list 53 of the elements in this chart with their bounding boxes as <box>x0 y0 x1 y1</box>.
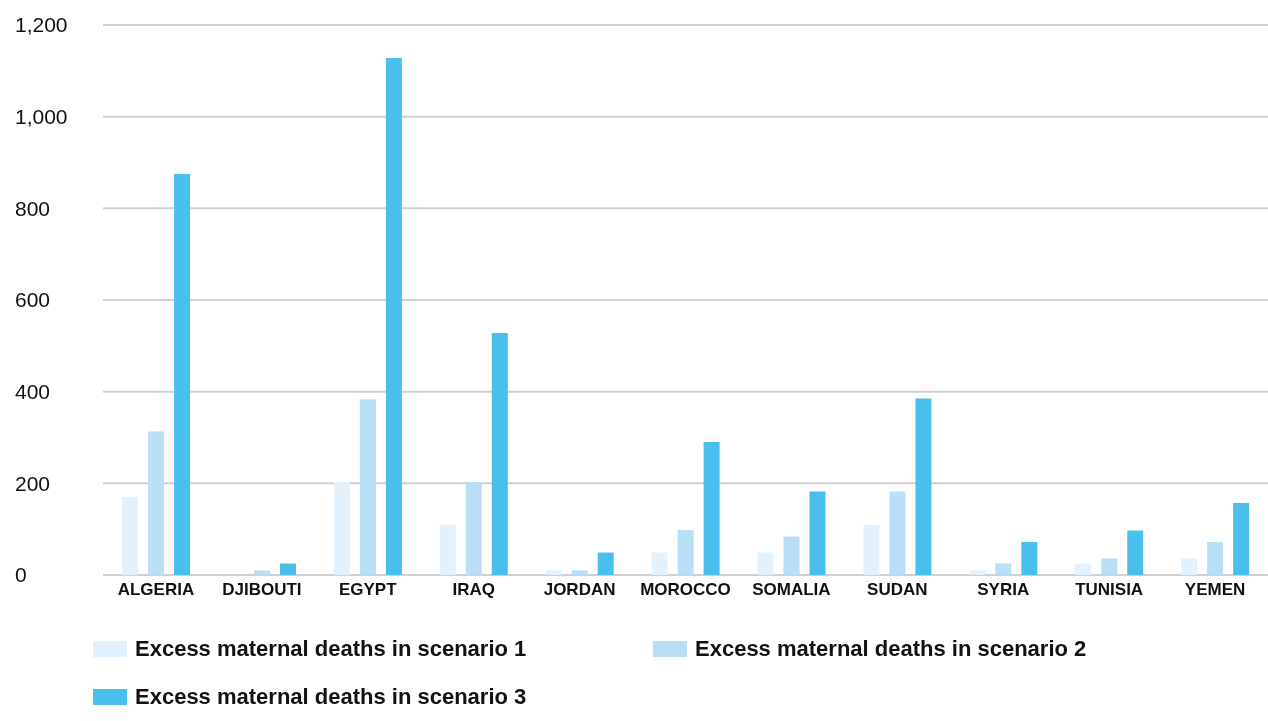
bar <box>174 173 191 575</box>
bar <box>279 563 296 575</box>
bar <box>915 398 932 575</box>
x-tick-label: ALGERIA <box>117 580 195 600</box>
y-tick-label: 800 <box>15 196 51 220</box>
bar <box>809 491 826 575</box>
bar <box>1021 542 1038 575</box>
legend-label: Excess maternal deaths in scenario 1 <box>135 636 527 662</box>
x-tick-label: MOROCCO <box>640 580 731 600</box>
bar <box>995 563 1012 575</box>
bar <box>1233 503 1250 575</box>
y-tick-label: 200 <box>15 471 51 495</box>
bar <box>1207 542 1224 575</box>
bar <box>385 58 402 575</box>
x-tick-label: YEMEN <box>1184 580 1246 600</box>
bar <box>757 552 774 575</box>
bar <box>783 536 800 575</box>
y-tick-label: 400 <box>15 380 51 404</box>
bar <box>333 481 350 575</box>
y-tick-label: 1,000 <box>15 105 68 129</box>
bar <box>597 552 614 575</box>
bar <box>969 570 986 575</box>
bar <box>545 570 562 575</box>
bar <box>651 552 668 575</box>
bar <box>703 442 720 575</box>
y-tick-label: 1,200 <box>15 13 68 37</box>
bar <box>1101 558 1118 575</box>
bar <box>863 525 880 575</box>
bar <box>1075 563 1092 575</box>
x-tick-label: IRAQ <box>452 580 495 600</box>
bar <box>359 399 376 575</box>
bar <box>1181 558 1198 575</box>
bar <box>439 524 456 575</box>
legend-label: Excess maternal deaths in scenario 2 <box>695 636 1087 662</box>
bar <box>491 333 508 575</box>
x-tick-label: JORDAN <box>543 580 616 600</box>
bar <box>148 431 165 575</box>
x-tick-label: SYRIA <box>977 580 1030 600</box>
x-tick-label: SUDAN <box>867 580 928 600</box>
bar <box>253 570 270 575</box>
bar <box>1127 530 1144 575</box>
y-tick-label: 600 <box>15 288 51 312</box>
x-tick-label: TUNISIA <box>1075 580 1144 600</box>
bar <box>122 497 139 575</box>
bar <box>571 570 588 575</box>
legend-label: Excess maternal deaths in scenario 3 <box>135 684 527 710</box>
x-tick-label: SOMALIA <box>752 580 831 600</box>
bar <box>889 491 906 575</box>
x-tick-label: EGYPT <box>338 580 398 600</box>
bar <box>677 530 694 575</box>
y-tick-label: 0 <box>15 563 27 587</box>
bar <box>465 481 482 575</box>
x-tick-label: DJIBOUTI <box>222 580 302 600</box>
